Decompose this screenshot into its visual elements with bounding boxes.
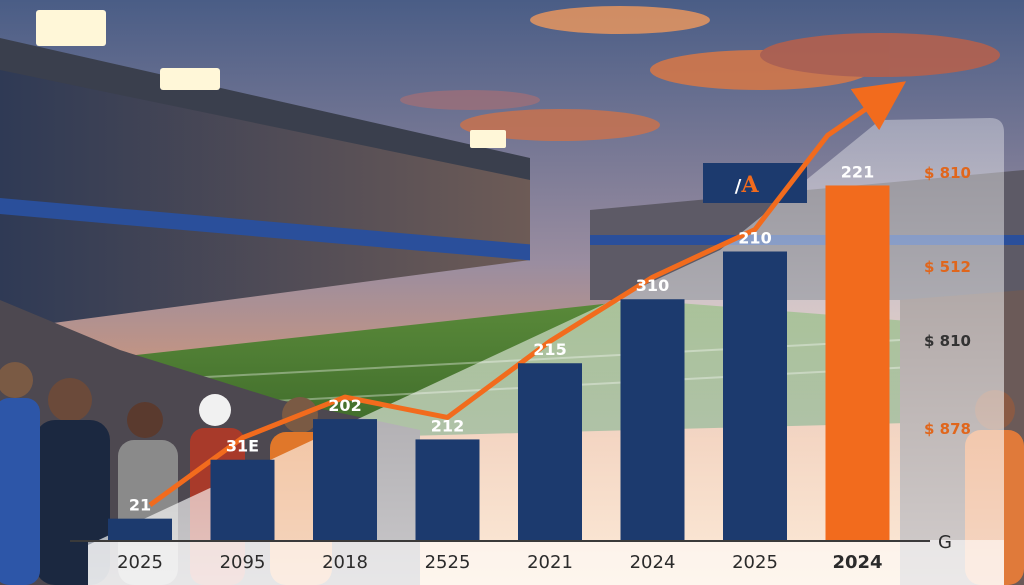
bar-4	[518, 363, 582, 541]
stadium-lights	[36, 10, 506, 148]
bar-value-label-1: 31E	[226, 437, 259, 456]
bar-0	[108, 518, 172, 541]
category-label-5: 2024	[630, 552, 676, 573]
bar-3	[415, 439, 480, 541]
right-axis-label-1: $ 512	[924, 258, 971, 276]
sunset-clouds	[400, 6, 1000, 141]
bar-value-label-5: 310	[636, 276, 669, 295]
category-label-3: 2525	[425, 552, 471, 573]
bar-5	[620, 299, 685, 541]
category-label-6: 2025	[732, 552, 778, 573]
bar-value-label-7: 221	[841, 162, 874, 181]
category-label-2: 2018	[322, 552, 368, 573]
bar-value-label-2: 202	[328, 396, 361, 415]
bar-value-label-6: 210	[738, 229, 771, 248]
bar-2	[313, 419, 377, 541]
category-label-1: 2095	[220, 552, 266, 573]
right-axis-label-0: $ 810	[924, 164, 971, 182]
bar-value-label-0: 21	[129, 496, 151, 515]
right-axis-label-3: $ 878	[924, 420, 971, 438]
bar-6	[723, 251, 787, 541]
bar-1	[210, 459, 275, 541]
category-label-4: 2021	[527, 552, 573, 573]
team-logo-badge: A /	[703, 163, 807, 203]
bar-value-label-3: 212	[431, 416, 464, 435]
svg-text:A: A	[740, 172, 759, 198]
category-label-7: 2024	[832, 552, 882, 573]
axis-end-label: G	[938, 532, 952, 553]
bar-value-label-4: 215	[533, 340, 566, 359]
trend-arrow	[148, 81, 907, 508]
category-label-0: 2025	[117, 552, 163, 573]
stadium-roof	[0, 38, 530, 180]
bar-7	[825, 185, 890, 541]
svg-text:/: /	[735, 176, 742, 197]
ad-ribbon	[0, 198, 530, 261]
right-axis-label-2: $ 810	[924, 332, 971, 350]
grandstand-left	[0, 40, 530, 330]
